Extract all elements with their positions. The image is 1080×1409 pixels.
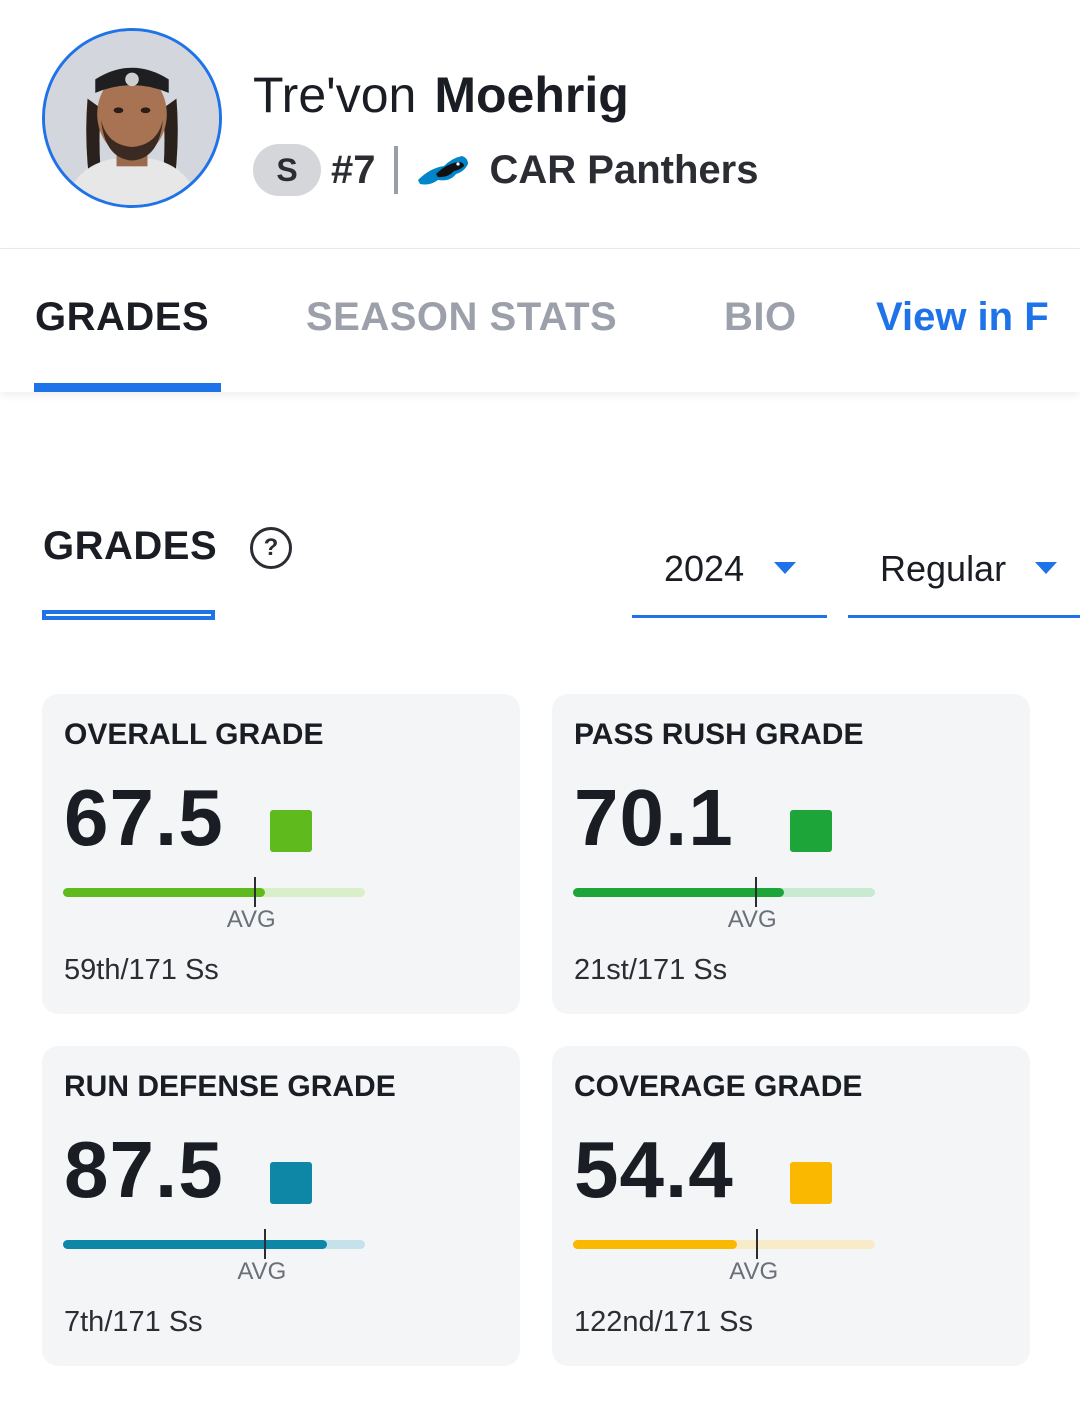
grade-label: RUN DEFENSE GRADE [64,1070,396,1103]
grade-bar [63,1229,365,1259]
grade-card-coverage: COVERAGE GRADE 54.4 AVG 122nd/171 Ss [552,1046,1030,1366]
avg-label: AVG [727,906,777,933]
panthers-logo-icon [417,156,468,185]
avg-marker [756,1229,759,1259]
grade-color-swatch [270,810,312,852]
grade-rank: 122nd/171 Ss [574,1306,753,1338]
season-type-value: Regular [880,548,1007,589]
section-underline [42,610,215,620]
tab-bio[interactable]: BIO [724,295,797,339]
chevron-down-icon [1035,562,1057,574]
grade-value: 87.5 [64,1125,224,1214]
season-type-select[interactable]: Regular [848,540,1080,618]
player-photo-icon [45,31,219,205]
grade-bar [573,877,875,907]
grade-bar [63,877,365,907]
grade-bar-fill [63,888,266,897]
grade-rank: 7th/171 Ss [64,1306,203,1338]
jersey-number: #7 [331,147,376,192]
player-first-name: Tre'von [253,67,417,123]
player-last-name: Moehrig [434,67,629,123]
team-name[interactable]: CAR Panthers [489,147,759,192]
section-title: GRADES [43,524,218,568]
grade-value: 70.1 [574,773,734,862]
avg-marker [253,877,256,907]
grade-value: 67.5 [64,773,224,862]
player-meta: S #7 CAR Panthers [253,142,758,198]
grade-value: 54.4 [574,1125,734,1214]
grade-color-swatch [790,810,832,852]
meta-divider [393,146,398,194]
tab-bar: GRADES SEASON STATS BIO View in F [0,248,1080,392]
year-select[interactable]: 2024 [632,540,827,618]
grade-label: OVERALL GRADE [64,718,324,751]
year-select-value: 2024 [664,548,745,589]
grade-card-overall: OVERALL GRADE 67.5 AVG 59th/171 Ss [42,694,520,1014]
grade-bar-fill [573,1240,738,1249]
active-tab-indicator [34,383,221,392]
grade-card-pass-rush: PASS RUSH GRADE 70.1 AVG 21st/171 Ss [552,694,1030,1014]
tab-grades[interactable]: GRADES [35,295,210,339]
grade-color-swatch [270,1162,312,1204]
grade-bar-fill [573,888,785,897]
avg-label: AVG [226,906,276,933]
avg-marker [754,877,757,907]
help-icon[interactable]: ? [250,527,292,569]
grade-label: PASS RUSH GRADE [574,718,864,751]
grade-bar [573,1229,875,1259]
chevron-down-icon [774,562,796,574]
player-header: Tre'von Moehrig S #7 CAR Panthers [0,0,1080,248]
player-avatar [42,28,222,208]
grade-rank: 21st/171 Ss [574,954,728,986]
tab-view-in-link[interactable]: View in F [876,295,1049,339]
grade-card-run-defense: RUN DEFENSE GRADE 87.5 AVG 7th/171 Ss [42,1046,520,1366]
grade-bar-fill [63,1240,328,1249]
avg-label: AVG [237,1258,287,1285]
grade-color-swatch [790,1162,832,1204]
tab-season-stats[interactable]: SEASON STATS [306,295,618,339]
avg-label: AVG [729,1258,779,1285]
grade-rank: 59th/171 Ss [64,954,219,986]
grade-label: COVERAGE GRADE [574,1070,863,1103]
avg-marker [264,1229,267,1259]
position-badge: S [253,144,321,196]
player-name: Tre'von Moehrig [253,64,629,126]
